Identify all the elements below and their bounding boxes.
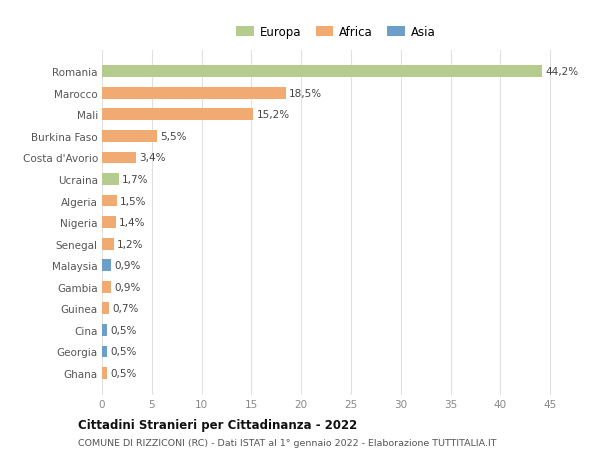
Bar xyxy=(102,152,136,164)
Text: 1,7%: 1,7% xyxy=(122,174,148,185)
Text: 0,9%: 0,9% xyxy=(114,261,140,271)
Bar xyxy=(102,217,116,229)
Bar xyxy=(102,367,107,379)
Bar xyxy=(102,109,253,121)
Text: 1,4%: 1,4% xyxy=(119,218,145,228)
Text: 1,5%: 1,5% xyxy=(120,196,146,206)
Text: 5,5%: 5,5% xyxy=(160,132,186,141)
Bar xyxy=(102,88,286,100)
Bar xyxy=(102,174,119,185)
Bar xyxy=(102,66,542,78)
Text: 0,5%: 0,5% xyxy=(110,325,136,335)
Text: 3,4%: 3,4% xyxy=(139,153,166,163)
Text: 0,9%: 0,9% xyxy=(114,282,140,292)
Text: 44,2%: 44,2% xyxy=(545,67,578,77)
Text: 0,5%: 0,5% xyxy=(110,368,136,378)
Text: 0,7%: 0,7% xyxy=(112,304,139,313)
Text: 15,2%: 15,2% xyxy=(256,110,289,120)
Bar xyxy=(102,324,107,336)
Text: 0,5%: 0,5% xyxy=(110,347,136,357)
Bar xyxy=(102,260,111,272)
Bar xyxy=(102,346,107,358)
Text: COMUNE DI RIZZICONI (RC) - Dati ISTAT al 1° gennaio 2022 - Elaborazione TUTTITAL: COMUNE DI RIZZICONI (RC) - Dati ISTAT al… xyxy=(78,438,497,448)
Text: Cittadini Stranieri per Cittadinanza - 2022: Cittadini Stranieri per Cittadinanza - 2… xyxy=(78,418,357,431)
Text: 18,5%: 18,5% xyxy=(289,89,322,99)
Bar xyxy=(102,195,117,207)
Bar xyxy=(102,303,109,314)
Legend: Europa, Africa, Asia: Europa, Africa, Asia xyxy=(234,23,438,41)
Bar xyxy=(102,131,157,142)
Bar xyxy=(102,238,114,250)
Text: 1,2%: 1,2% xyxy=(117,239,143,249)
Bar xyxy=(102,281,111,293)
